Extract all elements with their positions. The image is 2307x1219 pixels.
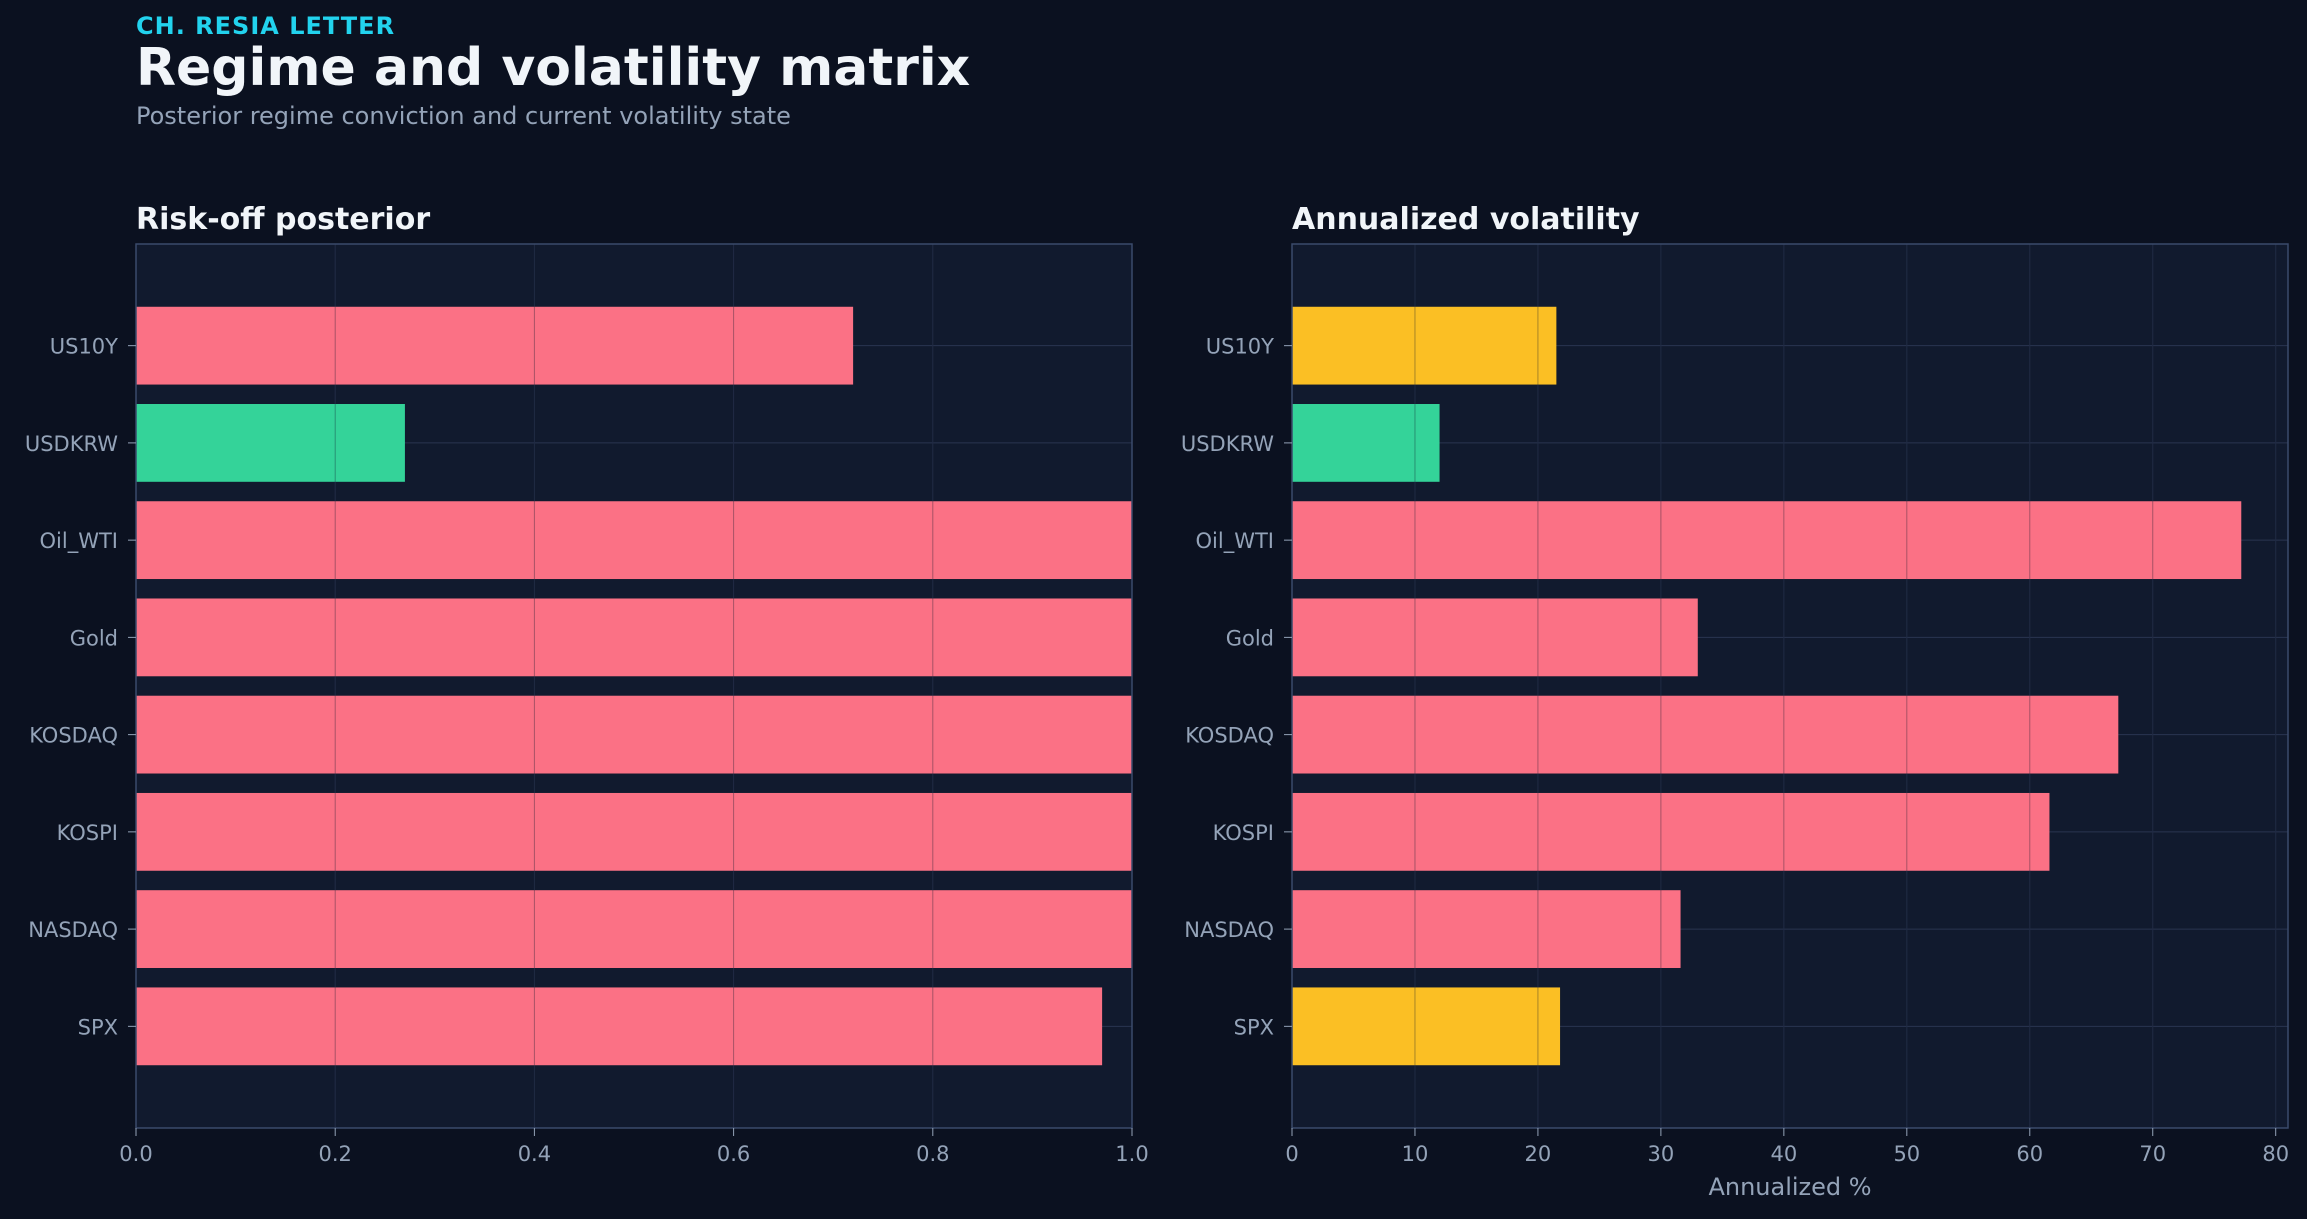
- risk-category-label: SPX: [78, 1015, 118, 1039]
- risk-bar-us10y: [136, 306, 854, 385]
- vol-xtick-label: 70: [2139, 1142, 2166, 1166]
- vol-bar-oil-wti: [1292, 501, 2242, 580]
- risk-plot-border: [135, 243, 1133, 1129]
- risk-category-label: USDKRW: [25, 432, 118, 456]
- risk-plot-area: [136, 244, 1132, 1128]
- vol-category-label: KOSDAQ: [1185, 724, 1274, 748]
- risk-xtick-label: 0.0: [119, 1142, 152, 1166]
- kicker: CH. RESIA LETTER: [136, 12, 396, 40]
- risk-bar-nasdaq: [136, 890, 1132, 968]
- vol-xtick-label: 20: [1525, 1142, 1552, 1166]
- risk-bar-kosdaq: [136, 695, 1132, 774]
- risk-xtick-label: 0.4: [518, 1142, 551, 1166]
- vol-xtick-label: 10: [1402, 1142, 1429, 1166]
- risk-category-label: KOSPI: [57, 821, 118, 845]
- vol-plot-area: [1292, 244, 2288, 1128]
- vol-category-label: US10Y: [1206, 335, 1274, 359]
- vol-xtick-label: 50: [1893, 1142, 1920, 1166]
- vol-bar-nasdaq: [1292, 890, 1681, 968]
- vol-category-label: USDKRW: [1181, 432, 1274, 456]
- vol-bar-gold: [1292, 598, 1698, 677]
- chart-title-volatility: Annualized volatility: [1292, 202, 1640, 237]
- risk-category-label: Oil_WTI: [40, 529, 118, 554]
- vol-bar-kosdaq: [1292, 695, 2119, 774]
- vol-bar-spx: [1292, 987, 1561, 1066]
- vol-bar-kospi: [1292, 792, 2050, 871]
- vol-xtick-label: 40: [1770, 1142, 1797, 1166]
- page-subtitle: Posterior regime conviction and current …: [136, 102, 791, 130]
- risk-xtick-label: 0.8: [916, 1142, 949, 1166]
- chart-title-risk-off: Risk-off posterior: [136, 202, 431, 237]
- vol-xtick-label: 60: [2016, 1142, 2043, 1166]
- risk-category-label: US10Y: [50, 335, 118, 359]
- risk-xtick-label: 0.2: [318, 1142, 351, 1166]
- vol-category-label: KOSPI: [1213, 821, 1274, 845]
- risk-xtick-label: 1.0: [1115, 1142, 1148, 1166]
- risk-category-label: Gold: [70, 626, 118, 650]
- vol-xtick-label: 30: [1648, 1142, 1675, 1166]
- risk-bar-kospi: [136, 792, 1132, 871]
- vol-xtick-label: 80: [2262, 1142, 2289, 1166]
- vol-category-label: SPX: [1234, 1015, 1274, 1039]
- page-title: Regime and volatility matrix: [136, 38, 971, 98]
- risk-category-label: NASDAQ: [28, 918, 118, 942]
- vol-bar-us10y: [1292, 306, 1557, 385]
- risk-bar-usdkrw: [136, 404, 405, 482]
- risk-xtick-label: 0.6: [717, 1142, 750, 1166]
- vol-xtick-label: 0: [1285, 1142, 1298, 1166]
- vol-category-label: NASDAQ: [1184, 918, 1274, 942]
- risk-bar-oil-wti: [136, 501, 1132, 580]
- risk-bar-gold: [136, 598, 1132, 677]
- risk-category-label: KOSDAQ: [29, 724, 118, 748]
- vol-x-axis-label: Annualized %: [1708, 1173, 1871, 1201]
- vol-category-label: Gold: [1226, 626, 1274, 650]
- risk-bar-spx: [136, 987, 1103, 1066]
- vol-bar-usdkrw: [1292, 404, 1440, 482]
- vol-category-label: Oil_WTI: [1196, 529, 1274, 554]
- vol-plot-border: [1291, 243, 2289, 1129]
